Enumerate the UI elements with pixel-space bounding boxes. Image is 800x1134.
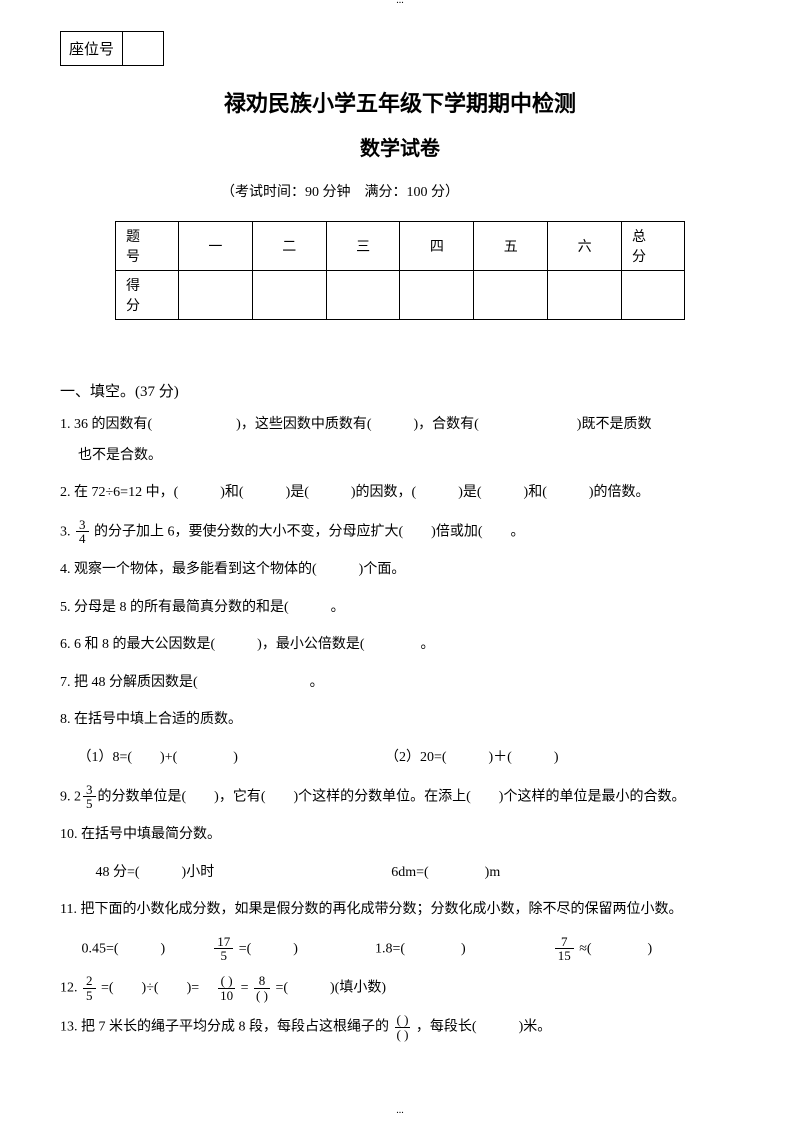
cell[interactable]	[548, 271, 622, 320]
q11b: =( )	[239, 941, 298, 956]
denominator: 5	[214, 949, 233, 963]
seat-blank[interactable]	[123, 32, 163, 65]
dots-bottom: ...	[0, 1105, 800, 1116]
question-7: 7. 把 48 分解质因数是( 。	[60, 670, 740, 697]
cell: 六	[548, 222, 622, 271]
q12c: =	[241, 980, 249, 995]
q11d: ≈( )	[579, 941, 652, 956]
numerator: 2	[83, 974, 96, 989]
q9b: 的分数单位是( )，它有( )个这样的分数单位。在添上( )个这样的单位是最小的…	[98, 789, 686, 804]
denominator: 15	[555, 949, 574, 963]
cell: 一	[179, 222, 253, 271]
question-10: 10. 在括号中填最简分数。	[60, 822, 740, 849]
cell[interactable]	[179, 271, 253, 320]
q12a: 12.	[60, 980, 81, 995]
question-13: 13. 把 7 米长的绳子平均分成 8 段，每段占这根绳子的 ( ) ( ) ，…	[60, 1013, 740, 1041]
section-1-title: 一、填空。(37 分)	[60, 380, 740, 401]
question-2: 2. 在 72÷6=12 中，( )和( )是( )的因数，( )是( )和( …	[60, 480, 740, 507]
cell: 题 号	[116, 222, 179, 271]
fraction-3-5: 3 5	[83, 783, 96, 811]
fraction-8-paren: 8 ( )	[254, 974, 270, 1002]
question-4: 4. 观察一个物体，最多能看到这个物体的( )个面。	[60, 557, 740, 584]
question-8-sub: （1）8=( )+( ) （2）20=( )＋( )	[60, 745, 740, 772]
cell[interactable]	[252, 271, 326, 320]
question-11-sub: 0.45=( ) 17 5 =( ) 1.8=( ) 7 15 ≈( )	[60, 935, 740, 963]
cell[interactable]	[400, 271, 474, 320]
q3a: 3.	[60, 524, 74, 539]
q13a: 13. 把 7 米长的绳子平均分成 8 段，每段占这根绳子的	[60, 1020, 389, 1035]
dots-top: ...	[60, 0, 740, 6]
q3b: 的分子加上 6，要使分数的大小不变，分母应扩大( )倍或加( 。	[94, 524, 525, 539]
fraction-paren-10: ( ) 10	[218, 974, 235, 1002]
question-5: 5. 分母是 8 的所有最简真分数的和是( 。	[60, 595, 740, 622]
fraction-2-5: 2 5	[83, 974, 96, 1002]
fraction-paren-paren: ( ) ( )	[395, 1013, 411, 1041]
question-1: 1. 36 的因数有( )，这些因数中质数有( )，合数有( )既不是质数	[60, 412, 740, 439]
q11a: 0.45=( )	[82, 941, 166, 956]
cell: 总 分	[622, 222, 685, 271]
question-11: 11. 把下面的小数化成分数，如果是假分数的再化成带分数；分数化成小数，除不尽的…	[60, 897, 740, 924]
denominator: 5	[83, 797, 96, 811]
exam-info: （考试时间：90 分钟 满分：100 分）	[0, 181, 740, 201]
denominator: 4	[76, 532, 89, 546]
denominator: 10	[218, 989, 235, 1003]
q12d: =( )(填小数)	[275, 980, 386, 995]
fraction-17-5: 17 5	[214, 935, 233, 963]
seat-number-box: 座位号	[60, 31, 164, 66]
score-table: 题 号 一 二 三 四 五 六 总 分 得 分	[115, 221, 685, 320]
numerator: ( )	[218, 974, 235, 989]
denominator: ( )	[254, 989, 270, 1003]
q10b: 6dm=( )m	[391, 865, 500, 880]
table-row: 题 号 一 二 三 四 五 六 总 分	[116, 222, 685, 271]
question-8: 8. 在括号中填上合适的质数。	[60, 707, 740, 734]
cell: 二	[252, 222, 326, 271]
table-row: 得 分	[116, 271, 685, 320]
numerator: 3	[76, 518, 89, 533]
q8a: （1）8=( )+( )	[78, 750, 238, 765]
q12b: =( )÷( )=	[101, 980, 199, 995]
numerator: ( )	[395, 1013, 411, 1028]
cell[interactable]	[326, 271, 400, 320]
cell[interactable]	[622, 271, 685, 320]
page-title: 禄劝民族小学五年级下学期期中检测	[60, 86, 740, 118]
fraction-7-15: 7 15	[555, 935, 574, 963]
question-1b: 也不是合数。	[60, 443, 740, 470]
q11c: 1.8=( )	[375, 941, 466, 956]
q13b: ，每段长( )米。	[416, 1020, 551, 1035]
q8b: （2）20=( )＋( )	[385, 750, 559, 765]
q10a: 48 分=( )小时	[96, 865, 215, 880]
page-subtitle: 数学试卷	[60, 132, 740, 161]
numerator: 17	[214, 935, 233, 950]
numerator: 7	[555, 935, 574, 950]
cell: 三	[326, 222, 400, 271]
denominator: 5	[83, 989, 96, 1003]
numerator: 3	[83, 783, 96, 798]
cell: 五	[474, 222, 548, 271]
question-12: 12. 2 5 =( )÷( )= ( ) 10 = 8 ( ) =( )(填小…	[60, 974, 740, 1002]
question-6: 6. 6 和 8 的最大公因数是( )，最小公倍数是( 。	[60, 632, 740, 659]
q9a: 9. 2	[60, 789, 81, 804]
cell: 四	[400, 222, 474, 271]
q1-text: 1. 36 的因数有( )，这些因数中质数有( )，合数有( )既不是质数	[60, 417, 651, 432]
seat-label: 座位号	[61, 32, 123, 65]
question-3: 3. 3 4 的分子加上 6，要使分数的大小不变，分母应扩大( )倍或加( 。	[60, 518, 740, 546]
cell: 得 分	[116, 271, 179, 320]
question-9: 9. 2 3 5 的分数单位是( )，它有( )个这样的分数单位。在添上( )个…	[60, 783, 740, 811]
denominator: ( )	[395, 1028, 411, 1042]
fraction-3-4: 3 4	[76, 518, 89, 546]
cell[interactable]	[474, 271, 548, 320]
numerator: 8	[254, 974, 270, 989]
question-10-sub: 48 分=( )小时 6dm=( )m	[60, 860, 740, 887]
